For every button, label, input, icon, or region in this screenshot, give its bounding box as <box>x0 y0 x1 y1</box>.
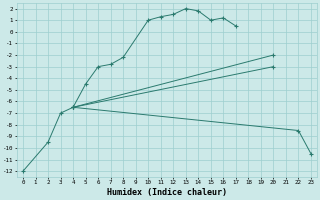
X-axis label: Humidex (Indice chaleur): Humidex (Indice chaleur) <box>107 188 227 197</box>
